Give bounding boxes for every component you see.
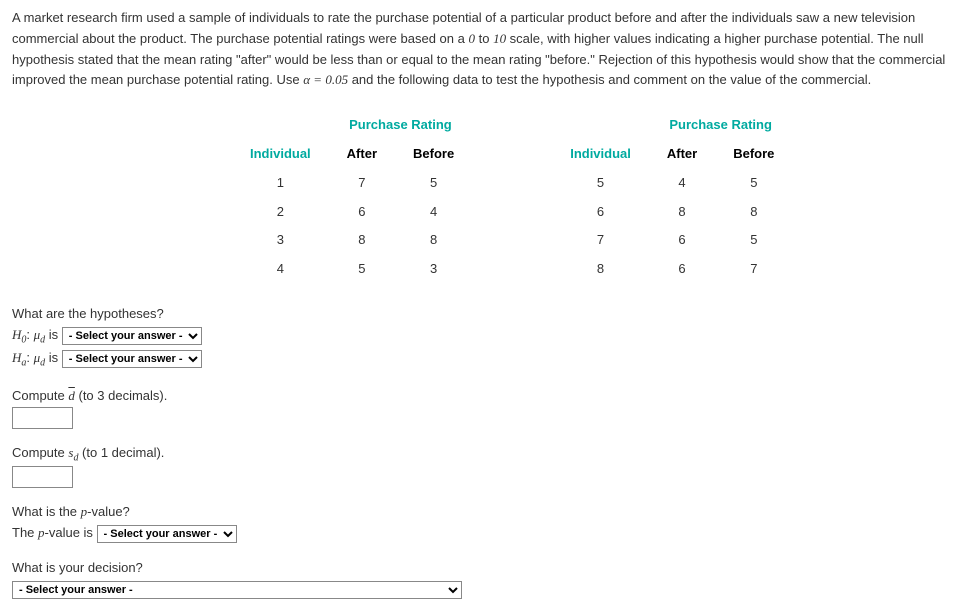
question-dbar: Compute d (to 3 decimals).: [12, 386, 961, 429]
col-header-purchase: Purchase Rating: [649, 111, 793, 140]
question-pvalue: What is the p-value? The p-value is - Se…: [12, 502, 961, 544]
table-row: 264: [232, 198, 472, 227]
h0-label: H0: [12, 327, 26, 342]
mu-d: μd: [34, 350, 46, 365]
problem-statement: A market research firm used a sample of …: [12, 8, 961, 91]
table-row: 688: [552, 198, 792, 227]
table-row: 388: [232, 226, 472, 255]
col-header-individual: Individual: [552, 140, 649, 169]
h0-select[interactable]: - Select your answer -: [62, 327, 202, 345]
question-decision: What is your decision? - Select your ans…: [12, 558, 961, 600]
alpha-value: 0.05: [325, 72, 348, 87]
mu-d: μd: [34, 327, 46, 342]
question-text: What are the hypotheses?: [12, 304, 961, 325]
table-row: 545: [552, 169, 792, 198]
sd-symbol: sd: [68, 445, 78, 460]
col-header-after: After: [329, 140, 395, 169]
table-row: 175: [232, 169, 472, 198]
table-row: 765: [552, 226, 792, 255]
ha-label: Ha: [12, 350, 26, 365]
alpha-eq: =: [310, 72, 325, 87]
table-row: 867: [552, 255, 792, 284]
question-sd: Compute sd (to 1 decimal).: [12, 443, 961, 489]
sd-input[interactable]: [12, 466, 73, 488]
col-header-purchase: Purchase Rating: [329, 111, 473, 140]
question-hypotheses: What are the hypotheses? H0: μd is - Sel…: [12, 304, 961, 372]
dbar-input[interactable]: [12, 407, 73, 429]
table-row: 453: [232, 255, 472, 284]
data-tables: Purchase Rating Individual After Before …: [232, 111, 961, 284]
ha-row: Ha: μd is - Select your answer -: [12, 348, 961, 372]
h0-row: H0: μd is - Select your answer -: [12, 325, 961, 349]
question-text: What is your decision?: [12, 558, 961, 579]
data-table-right: Purchase Rating Individual After Before …: [552, 111, 792, 284]
col-header-after: After: [649, 140, 715, 169]
decision-select[interactable]: - Select your answer -: [12, 581, 462, 599]
col-header-individual: Individual: [232, 140, 329, 169]
ha-select[interactable]: - Select your answer -: [62, 350, 202, 368]
data-table-left: Purchase Rating Individual After Before …: [232, 111, 472, 284]
col-header-before: Before: [395, 140, 472, 169]
text: to: [475, 31, 493, 46]
col-header-before: Before: [715, 140, 792, 169]
text: and the following data to test the hypot…: [348, 72, 871, 87]
pvalue-select[interactable]: - Select your answer -: [97, 525, 237, 543]
scale-high: 10: [493, 31, 506, 46]
